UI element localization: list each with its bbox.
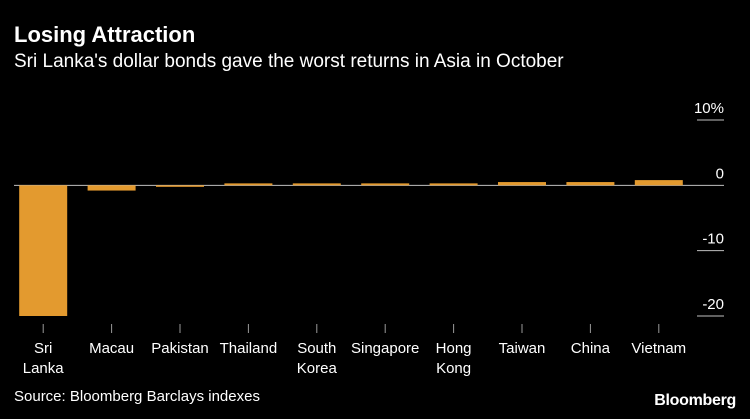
chart-title: Losing Attraction	[14, 22, 196, 47]
y-tick-label: -10	[702, 231, 724, 248]
y-tick-label: -20	[702, 296, 724, 313]
y-tick-label: 10%	[694, 100, 724, 117]
bar	[429, 183, 478, 186]
bar	[292, 183, 341, 186]
x-tick-label: Vietnam	[631, 340, 686, 357]
bloomberg-logo: Bloomberg	[654, 392, 736, 409]
y-tick-label: 0	[716, 165, 724, 182]
bar	[498, 182, 546, 186]
x-tick-label: Thailand	[220, 340, 278, 357]
chart-subtitle: Sri Lanka's dollar bonds gave the worst …	[14, 51, 564, 72]
bar	[566, 182, 615, 186]
x-tick-label: Taiwan	[499, 340, 546, 357]
x-tick-label: China	[571, 340, 611, 357]
x-tick-label: Hong	[436, 340, 472, 357]
x-tick-label: Singapore	[351, 340, 419, 357]
x-tick-label: Macau	[89, 340, 134, 357]
bar	[87, 185, 136, 191]
bar	[361, 183, 410, 186]
x-tick-label: Kong	[436, 360, 471, 377]
x-tick-label: Pakistan	[151, 340, 209, 357]
x-tick-label: Lanka	[23, 360, 65, 377]
x-tick-label: South	[297, 340, 336, 357]
bar	[224, 183, 273, 186]
source-note: Source: Bloomberg Barclays indexes	[14, 388, 260, 405]
x-tick-label: Korea	[297, 360, 338, 377]
bar	[634, 180, 683, 186]
x-tick-label: Sri	[34, 340, 52, 357]
bar	[156, 185, 204, 187]
bar	[19, 185, 68, 316]
